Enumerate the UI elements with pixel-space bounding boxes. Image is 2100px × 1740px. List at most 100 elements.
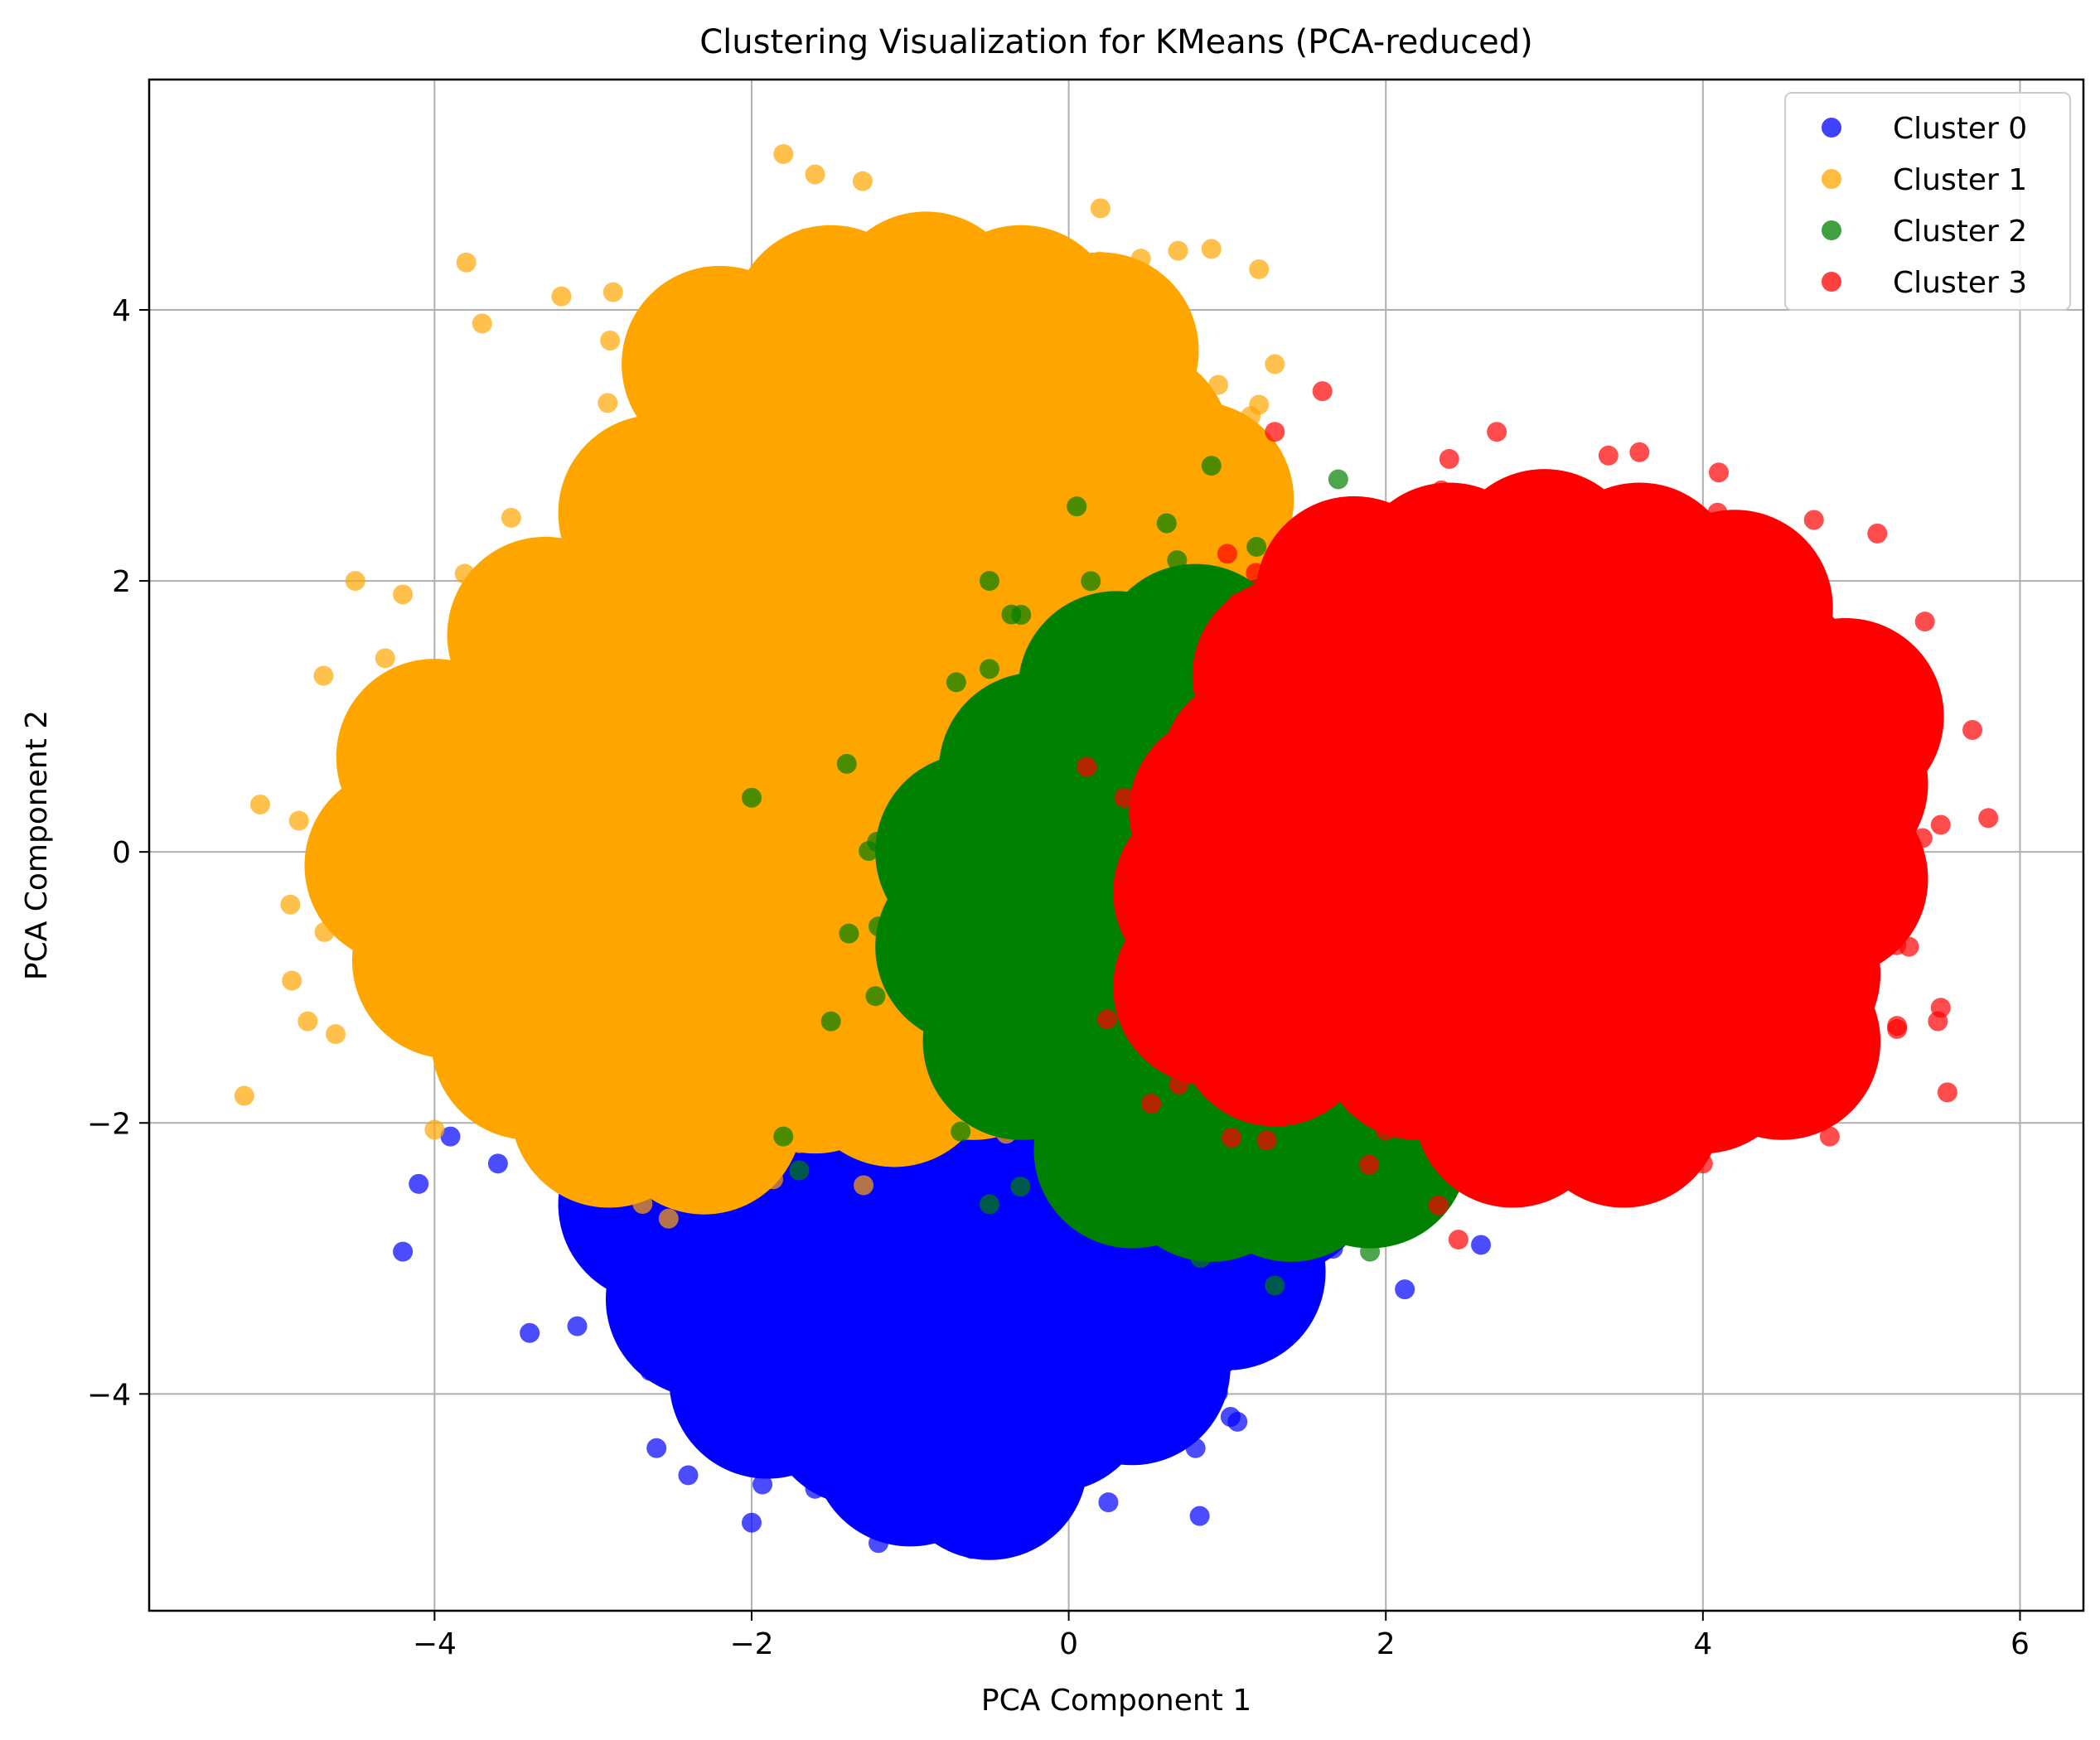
cluster-2-point — [1091, 683, 1111, 703]
cluster-0-point — [984, 1309, 1004, 1330]
cluster-1-point — [801, 452, 822, 473]
cluster-3-point — [1288, 779, 1309, 800]
cluster-1-point — [840, 325, 860, 346]
cluster-0-point — [1003, 1193, 1023, 1214]
cluster-3-point — [1395, 510, 1415, 531]
cluster-1-point — [744, 844, 765, 865]
cluster-1-point — [1047, 507, 1067, 528]
cluster-1-point — [888, 478, 909, 499]
cluster-3-point — [1467, 690, 1488, 711]
cluster-2-point — [1357, 1136, 1377, 1156]
x-tick-label: 0 — [1059, 1627, 1078, 1661]
cluster-3-point — [1662, 1170, 1682, 1191]
cluster-1-point — [819, 621, 840, 642]
cluster-1-point — [1035, 299, 1056, 320]
cluster-3-point — [1334, 844, 1355, 865]
cluster-3-point — [1456, 868, 1477, 889]
cluster-1-point — [797, 1070, 818, 1090]
cluster-1-point — [1048, 371, 1069, 392]
cluster-2-point — [1095, 805, 1115, 825]
cluster-3-point — [1378, 546, 1399, 567]
cluster-3-point — [1201, 679, 1222, 700]
cluster-3-point — [1588, 734, 1609, 755]
cluster-2-point — [1335, 1151, 1356, 1172]
cluster-2-point — [1041, 803, 1062, 824]
cluster-2-point — [865, 986, 886, 1007]
cluster-1-outlier-point — [249, 794, 270, 814]
cluster-2-point — [1345, 1185, 1366, 1206]
cluster-3-point — [1766, 821, 1787, 842]
cluster-1-point — [854, 1175, 874, 1196]
cluster-3-point — [1164, 849, 1184, 870]
cluster-3-point — [1802, 797, 1823, 818]
cluster-3-point — [1666, 794, 1686, 814]
cluster-1-point — [713, 558, 733, 578]
cluster-1-point — [501, 507, 521, 528]
cluster-1-point — [757, 572, 777, 592]
cluster-3-point — [1643, 994, 1664, 1015]
cluster-3-point — [1188, 865, 1209, 886]
cluster-0-outlier-point — [440, 1126, 461, 1147]
cluster-3-point — [1341, 937, 1362, 958]
cluster-3-point — [1714, 921, 1735, 942]
cluster-0-core-blob — [1033, 1269, 1231, 1466]
cluster-3-point — [1775, 843, 1796, 863]
cluster-3-point — [1486, 901, 1507, 921]
cluster-3-point — [1677, 675, 1698, 696]
cluster-3-point — [1492, 1030, 1512, 1051]
cluster-3-point — [1198, 996, 1218, 1017]
cluster-2-outlier-point — [789, 1160, 810, 1181]
cluster-2-point — [1006, 964, 1027, 984]
cluster-1-point — [682, 1001, 703, 1022]
cluster-3-point — [1517, 646, 1537, 667]
cluster-2-point — [1045, 825, 1066, 846]
cluster-3-point — [1492, 945, 1512, 965]
cluster-1-point — [1168, 240, 1188, 261]
cluster-3-point — [1423, 1067, 1444, 1088]
cluster-2-point — [997, 876, 1018, 897]
cluster-3-outlier-point — [1803, 510, 1824, 530]
cluster-1-point — [753, 771, 774, 791]
cluster-1-point — [738, 625, 759, 645]
x-axis-label: PCA Component 1 — [981, 1684, 1251, 1718]
cluster-3-point — [1559, 1063, 1580, 1084]
cluster-0-point — [1000, 1437, 1021, 1457]
cluster-3-point — [1643, 732, 1663, 753]
cluster-3-point — [1508, 970, 1529, 991]
cluster-3-point — [1351, 862, 1372, 882]
cluster-1-point — [453, 791, 474, 812]
cluster-2-point — [999, 1037, 1019, 1058]
cluster-2-point — [1181, 1142, 1202, 1162]
cluster-1-point — [868, 542, 888, 563]
cluster-3-point — [1392, 616, 1413, 637]
cluster-1-point — [901, 1068, 922, 1089]
cluster-1-point — [864, 691, 885, 712]
cluster-3-point — [1707, 765, 1728, 785]
cluster-1-point — [364, 747, 385, 768]
cluster-3-outlier-point — [1914, 611, 1935, 632]
cluster-0-outlier-point — [741, 1512, 762, 1533]
cluster-2-point — [1032, 932, 1052, 953]
cluster-2-point — [975, 1096, 995, 1117]
cluster-3-point — [1697, 608, 1718, 629]
cluster-1-point — [938, 310, 959, 331]
cluster-1-point — [728, 395, 749, 416]
cluster-3-point — [1598, 445, 1619, 466]
cluster-0-point — [986, 1377, 1007, 1398]
cluster-3-point — [1747, 771, 1768, 791]
cluster-3-point — [1178, 881, 1199, 901]
cluster-3-point — [1431, 661, 1452, 682]
cluster-3-point — [1241, 810, 1262, 831]
legend-marker-cluster-3 — [1822, 272, 1841, 292]
cluster-3-point — [1519, 709, 1540, 730]
cluster-3-point — [1096, 1009, 1117, 1030]
cluster-3-point — [1753, 1051, 1773, 1072]
cluster-3-point — [1483, 685, 1504, 706]
cluster-3-point — [1463, 984, 1483, 1005]
cluster-1-point — [603, 585, 624, 606]
cluster-2-point — [1241, 1145, 1262, 1166]
cluster-0-outlier-point — [1249, 1303, 1270, 1323]
cluster-3-point — [1511, 790, 1531, 811]
cluster-1-point — [627, 867, 648, 887]
cluster-3-point — [1283, 650, 1304, 671]
